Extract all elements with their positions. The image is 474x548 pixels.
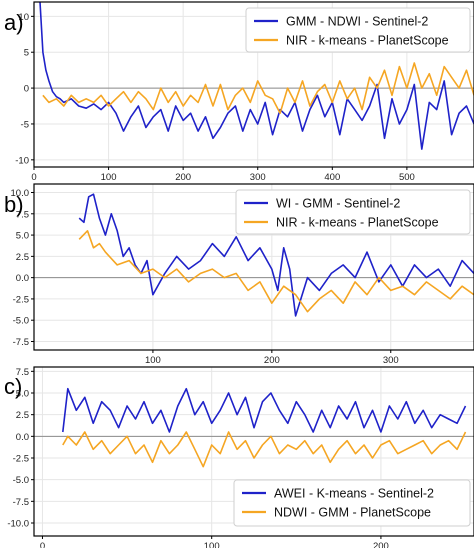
x-tick-label: 0 <box>31 172 36 183</box>
x-tick-label: 300 <box>383 355 399 366</box>
y-tick-label: -2.5 <box>13 294 29 305</box>
x-tick-label: 100 <box>204 541 220 548</box>
y-tick-label: -5.0 <box>13 475 29 486</box>
y-tick-label: 5.0 <box>16 231 29 242</box>
x-tick-label: 200 <box>175 172 191 183</box>
y-tick-label: -7.5 <box>13 337 29 348</box>
panel-label: b) <box>4 192 24 217</box>
y-tick-label: -2.5 <box>13 454 29 465</box>
y-tick-label: -5 <box>21 119 29 130</box>
legend-label-2: NDWI - GMM - PlanetScope <box>274 506 431 520</box>
x-tick-label: 0 <box>40 541 45 548</box>
x-tick-label: 100 <box>101 172 117 183</box>
chart-panel-2: -7.5 -5.0 -2.5 0.0 2.5 5.0 7.5 10.0 100 200 300 b) W… <box>4 183 474 366</box>
y-tick-label: -10.0 <box>7 519 29 530</box>
series-line-1 <box>78 193 474 317</box>
series-line-2 <box>42 62 474 114</box>
y-tick-label: 0.0 <box>16 432 29 443</box>
y-tick-label: 2.5 <box>16 410 29 421</box>
series-line-2 <box>62 431 467 468</box>
y-tick-label: 5.0 <box>16 389 29 400</box>
y-tick-label: 10.0 <box>11 188 30 199</box>
series-line-2 <box>78 230 474 313</box>
y-tick-label: 2.5 <box>16 252 29 263</box>
legend-label-1: GMM - NDWI - Sentinel-2 <box>286 15 428 29</box>
y-tick-label: 0.0 <box>16 273 29 284</box>
y-tick-label: -10 <box>15 155 29 166</box>
legend: AWEI - K-means - Sentinel-2 NDWI - GMM - … <box>233 479 471 527</box>
x-tick-label: 200 <box>264 355 280 366</box>
y-tick-label: 5 <box>24 48 29 59</box>
x-tick-label: 500 <box>399 172 415 183</box>
plot-frame <box>33 366 474 537</box>
panel-label: c) <box>4 374 22 399</box>
legend-label-2: NIR - k-means - PlanetScope <box>286 34 449 48</box>
plot-frame <box>33 183 474 351</box>
legend-label-1: AWEI - K-means - Sentinel-2 <box>274 487 434 501</box>
x-tick-label: 200 <box>373 541 389 548</box>
legend: GMM - NDWI - Sentinel-2 NIR - k-means - P… <box>245 7 471 53</box>
legend-box <box>233 479 471 527</box>
x-tick-label: 100 <box>145 355 161 366</box>
y-tick-label: 0 <box>24 84 29 95</box>
y-tick-label: -7.5 <box>13 497 29 508</box>
legend: WI - GMM - Sentinel-2 NIR - k-means - Pla… <box>235 189 471 235</box>
series-line-1 <box>39 2 474 150</box>
legend-label-1: WI - GMM - Sentinel-2 <box>276 197 400 211</box>
panel-label: a) <box>4 10 24 35</box>
y-tick-label: 10 <box>18 12 29 23</box>
plot-frame <box>33 1 474 168</box>
x-tick-label: 400 <box>324 172 340 183</box>
y-tick-label: 7.5 <box>16 209 29 220</box>
legend-box <box>235 189 471 235</box>
y-tick-label: -5.0 <box>13 316 29 327</box>
chart-panel-3: -10.0 -7.5 -5.0 -2.5 0.0 2.5 5.0 7.5 0 100 200 c) AW… <box>4 366 474 548</box>
series-line-1 <box>62 387 467 433</box>
y-tick-label: 7.5 <box>16 367 29 378</box>
x-tick-label: 300 <box>250 172 266 183</box>
legend-box <box>245 7 471 53</box>
legend-label-2: NIR - k-means - PlanetScope <box>276 216 439 230</box>
